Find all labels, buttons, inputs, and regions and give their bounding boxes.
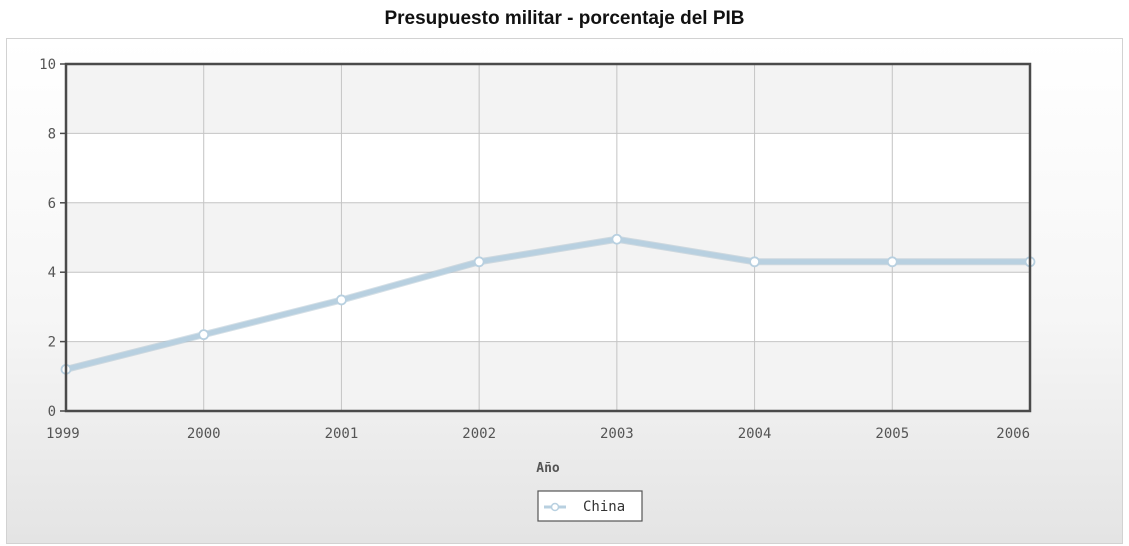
data-point[interactable] — [473, 256, 485, 268]
x-tick-label: 2000 — [187, 426, 221, 442]
x-tick-label: 2002 — [462, 426, 496, 442]
x-tick-label: 2001 — [325, 426, 359, 442]
y-tick-label: 4 — [48, 265, 56, 281]
x-tick-label: 2006 — [996, 426, 1030, 442]
data-point[interactable] — [611, 233, 623, 245]
plot-border — [64, 62, 1032, 413]
y-tick-label: 2 — [48, 335, 56, 351]
legend-swatch-marker — [550, 502, 560, 512]
y-tick-label: 10 — [39, 57, 56, 73]
series-layer — [60, 233, 1036, 375]
chart-title: Presupuesto militar - porcentaje del PIB — [384, 8, 745, 29]
x-tick-label: 2003 — [600, 426, 634, 442]
tick-labels: 0 2 4 6 8 10 1999 2000 2001 2002 2003 2004 2005 2006 — [39, 57, 1030, 442]
grid-lines — [65, 63, 1031, 412]
data-point[interactable] — [198, 329, 210, 341]
legend-label-china: China — [583, 499, 625, 515]
data-point[interactable] — [336, 294, 347, 306]
grid-band — [66, 341, 1030, 411]
grid-band — [66, 64, 1030, 134]
x-axis-label: Año — [536, 461, 560, 476]
y-tick-label: 0 — [48, 404, 56, 420]
x-tick-label: 2005 — [875, 426, 909, 442]
x-tick-label: 2004 — [738, 426, 772, 442]
data-point[interactable] — [886, 256, 898, 268]
y-tick-label: 8 — [48, 126, 56, 142]
legend[interactable]: China — [537, 490, 643, 522]
y-tick-label: 6 — [48, 196, 56, 212]
series-line-china — [63, 236, 1033, 372]
data-point[interactable] — [749, 256, 760, 268]
x-tick-label: 1999 — [46, 426, 80, 442]
